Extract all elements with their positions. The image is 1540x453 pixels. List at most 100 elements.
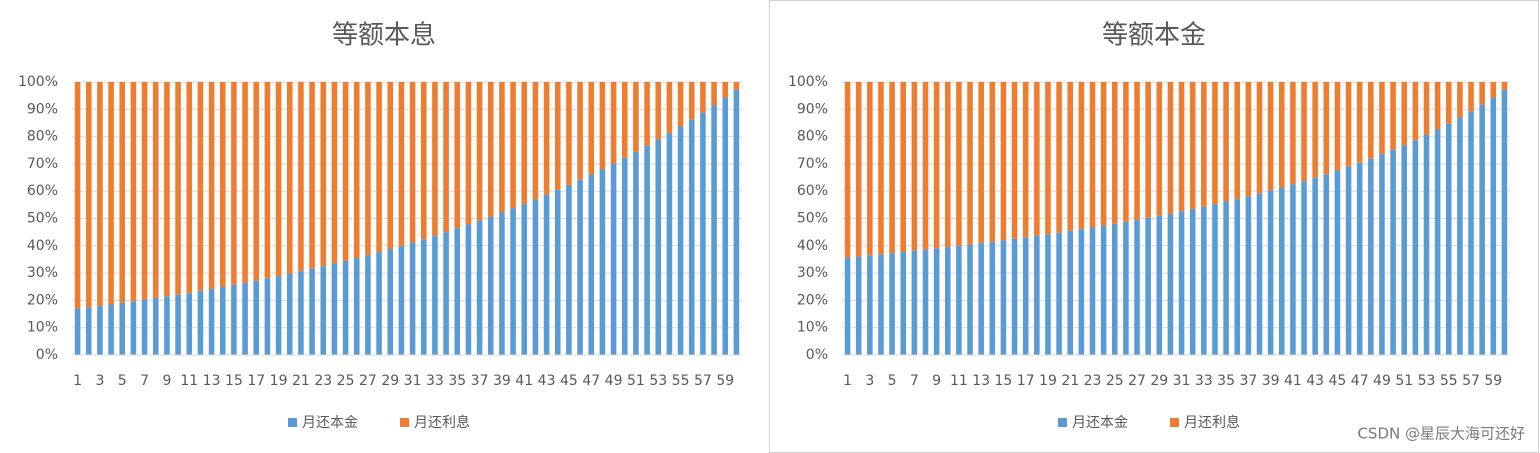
bar-segment [978, 243, 984, 355]
chart-title: 等额本金 [1102, 21, 1206, 51]
bar-segment [711, 105, 717, 355]
watermark: CSDN @星辰大海可还好 [1357, 425, 1525, 443]
bar-segment [398, 245, 405, 355]
bar-segment [521, 203, 528, 355]
bar-segment [621, 82, 628, 158]
bar-segment [130, 301, 137, 355]
legend-label: 月还利息 [1184, 414, 1240, 431]
x-tick-label: 5 [888, 373, 897, 389]
bar-segment [1245, 196, 1252, 355]
bar-segment [1423, 134, 1430, 355]
x-tick-label: 41 [1284, 373, 1302, 389]
bar-segment [944, 247, 951, 355]
chart-title: 等额本息 [332, 21, 436, 51]
bar-segment [1111, 223, 1118, 355]
bar-segment [1479, 82, 1485, 105]
bar-segment [1100, 225, 1107, 355]
x-tick-label: 3 [95, 373, 104, 389]
bar-segment [1067, 82, 1074, 231]
bar-segment [1290, 82, 1296, 185]
bar-segment [1123, 82, 1129, 222]
bar-segment [1134, 219, 1140, 355]
bar-segment [398, 82, 405, 246]
bar-segment [666, 133, 673, 355]
bar-segment [1100, 82, 1107, 226]
y-tick-label: 0% [806, 347, 828, 363]
bar-segment [286, 82, 293, 274]
bar-segment [1256, 193, 1263, 355]
bar-segment [1089, 227, 1096, 355]
bar-segment [1056, 232, 1062, 355]
bar-segment [989, 82, 996, 242]
bar-segment [365, 255, 371, 355]
legend-label: 月还本金 [302, 415, 358, 431]
bar-segment [242, 82, 248, 283]
bar-segment [610, 163, 617, 355]
bar-segment [722, 97, 729, 355]
bar-segment [353, 82, 360, 259]
bar-segment [1323, 82, 1330, 175]
bar-segment [309, 82, 315, 269]
bar-segment [543, 194, 550, 355]
bar-segment [700, 112, 706, 356]
bar-segment [510, 82, 516, 209]
bar-segment [688, 119, 695, 355]
bar-segment [1423, 82, 1430, 135]
bar-segment [1501, 89, 1508, 356]
legend-swatch [400, 418, 409, 427]
bar-segment [1434, 129, 1441, 355]
x-tick-label: 1 [843, 373, 852, 389]
legend-label: 月还利息 [414, 414, 470, 431]
x-tick-label: 25 [337, 373, 355, 389]
bar-segment [1212, 82, 1218, 205]
x-tick-label: 27 [359, 373, 377, 389]
bar-segment [342, 260, 349, 355]
x-tick-label: 33 [1195, 373, 1213, 389]
bar-segment [666, 82, 673, 134]
bar-segment [152, 82, 159, 298]
bar-segment [85, 307, 92, 355]
x-tick-label: 21 [1061, 373, 1079, 389]
bar-segment [119, 302, 126, 355]
bar-segment [476, 82, 483, 221]
bar-segment [85, 82, 92, 308]
x-tick-label: 55 [1440, 373, 1458, 389]
y-tick-label: 100% [18, 74, 58, 90]
bar-segment [253, 82, 260, 281]
bar-segment [1256, 82, 1263, 194]
bar-segment [1134, 82, 1140, 220]
bar-segment [1045, 82, 1051, 235]
bar-segment [197, 290, 204, 355]
bar-segment [387, 82, 394, 250]
bar-segment [978, 82, 984, 244]
x-tick-label: 37 [1239, 373, 1257, 389]
y-tick-label: 20% [27, 292, 58, 308]
bar-segment [175, 82, 181, 295]
bar-segment [454, 82, 461, 229]
x-tick-label: 29 [1150, 373, 1168, 389]
bar-segment [1368, 158, 1374, 355]
bar-segment [1434, 82, 1441, 130]
bar-segment [298, 271, 304, 355]
bar-segment [1022, 237, 1029, 355]
bar-segment [1189, 82, 1196, 209]
bar-segment [1278, 82, 1285, 188]
bar-segment [967, 244, 973, 355]
y-tick-label: 40% [797, 238, 828, 254]
bar-segment [443, 82, 449, 233]
x-tick-label: 43 [538, 373, 556, 389]
bar-segment [956, 82, 962, 246]
x-tick-label: 39 [1262, 373, 1280, 389]
bar-segment [130, 82, 137, 302]
bar-segment [1445, 82, 1452, 124]
bar-segment [855, 82, 862, 257]
bar-segment [1412, 140, 1419, 355]
y-tick-label: 40% [27, 238, 58, 254]
bar-segment [1345, 166, 1352, 355]
bar-segment [677, 82, 684, 127]
bar-segment [711, 82, 717, 106]
bar-segment [1401, 145, 1408, 355]
bar-segment [956, 245, 962, 355]
bar-segment [688, 82, 695, 120]
x-tick-label: 25 [1106, 373, 1124, 389]
